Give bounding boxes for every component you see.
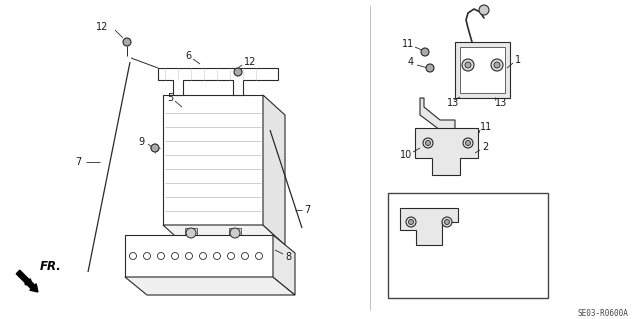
Polygon shape — [163, 225, 285, 245]
Text: 9: 9 — [138, 137, 144, 147]
Circle shape — [151, 144, 159, 152]
Polygon shape — [158, 68, 278, 95]
Text: 10: 10 — [388, 217, 400, 227]
Circle shape — [445, 219, 449, 225]
Polygon shape — [273, 235, 295, 295]
Circle shape — [241, 253, 248, 259]
Circle shape — [227, 253, 234, 259]
Text: 2: 2 — [482, 142, 488, 152]
Polygon shape — [125, 235, 273, 277]
Circle shape — [491, 59, 503, 71]
Circle shape — [465, 62, 471, 68]
Text: 12: 12 — [96, 22, 108, 32]
Circle shape — [172, 253, 179, 259]
Text: 12: 12 — [244, 57, 257, 67]
Polygon shape — [263, 95, 285, 245]
Text: 7: 7 — [304, 205, 310, 215]
Polygon shape — [163, 95, 263, 225]
Text: 7: 7 — [75, 157, 81, 167]
Polygon shape — [455, 42, 510, 98]
Circle shape — [200, 253, 207, 259]
Text: SE03-R0600A: SE03-R0600A — [577, 308, 628, 317]
Polygon shape — [125, 277, 295, 295]
Bar — [388, 193, 548, 298]
Circle shape — [421, 48, 429, 56]
Circle shape — [230, 228, 240, 238]
Text: 5: 5 — [167, 93, 173, 103]
Text: 1: 1 — [515, 55, 521, 65]
Circle shape — [408, 219, 413, 225]
Polygon shape — [400, 208, 458, 245]
Text: 10: 10 — [400, 150, 412, 160]
Circle shape — [157, 253, 164, 259]
Circle shape — [479, 5, 489, 15]
Text: 13: 13 — [495, 98, 508, 108]
Text: 13: 13 — [447, 98, 460, 108]
Circle shape — [255, 253, 262, 259]
Text: 11: 11 — [402, 39, 414, 49]
Text: 8: 8 — [285, 252, 291, 262]
Text: 11: 11 — [449, 209, 461, 219]
Circle shape — [214, 253, 221, 259]
Circle shape — [123, 38, 131, 46]
Circle shape — [463, 138, 473, 148]
Circle shape — [494, 62, 500, 68]
Text: 3: 3 — [432, 242, 438, 252]
Circle shape — [186, 253, 193, 259]
Text: 4: 4 — [408, 57, 414, 67]
Circle shape — [143, 253, 150, 259]
Circle shape — [423, 138, 433, 148]
Text: 11: 11 — [480, 122, 492, 132]
Circle shape — [426, 140, 431, 145]
Polygon shape — [185, 228, 197, 238]
Circle shape — [129, 253, 136, 259]
Circle shape — [465, 140, 470, 145]
Circle shape — [462, 59, 474, 71]
Circle shape — [406, 217, 416, 227]
FancyArrow shape — [16, 270, 38, 292]
Circle shape — [186, 228, 196, 238]
Circle shape — [442, 217, 452, 227]
Text: 6: 6 — [185, 51, 191, 61]
Circle shape — [426, 64, 434, 72]
Circle shape — [234, 68, 242, 76]
Text: FR.: FR. — [40, 261, 61, 273]
Polygon shape — [415, 128, 478, 175]
Polygon shape — [420, 98, 455, 130]
Polygon shape — [229, 228, 241, 238]
Polygon shape — [460, 47, 505, 93]
